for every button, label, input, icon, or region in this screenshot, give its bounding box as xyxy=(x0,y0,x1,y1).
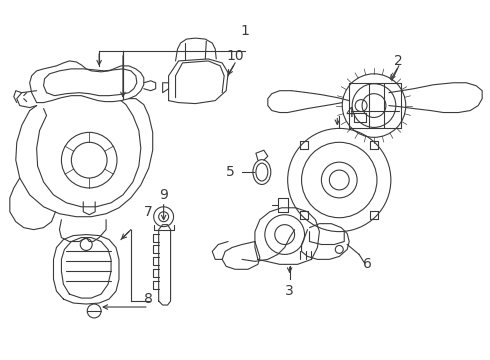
Text: 3: 3 xyxy=(285,284,294,298)
Text: 5: 5 xyxy=(226,165,235,179)
Text: 4: 4 xyxy=(345,105,354,120)
Text: 10: 10 xyxy=(226,49,244,63)
Text: 6: 6 xyxy=(363,257,371,271)
Text: 9: 9 xyxy=(159,188,168,202)
Text: 7: 7 xyxy=(145,205,153,219)
Text: 1: 1 xyxy=(241,24,249,38)
Text: 2: 2 xyxy=(394,54,403,68)
Text: 8: 8 xyxy=(145,292,153,306)
